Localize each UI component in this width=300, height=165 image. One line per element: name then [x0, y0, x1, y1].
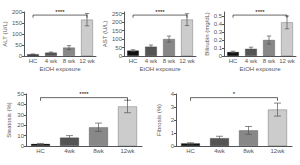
svg-text:HC: HC: [186, 148, 195, 154]
svg-text:0: 0: [21, 143, 25, 149]
svg-text:8 wk: 8 wk: [263, 58, 276, 64]
svg-text:40: 40: [17, 101, 24, 107]
svg-text:4 wk: 4 wk: [245, 58, 258, 64]
svg-text:150: 150: [12, 20, 23, 26]
svg-text:4wk: 4wk: [64, 148, 76, 154]
svg-text:EtOH exposure: EtOH exposure: [139, 66, 181, 72]
svg-text:0.5: 0.5: [214, 13, 223, 19]
svg-text:Steatosis (%): Steatosis (%): [6, 102, 12, 138]
svg-text:1: 1: [171, 130, 175, 136]
svg-text:0: 0: [219, 53, 223, 59]
svg-text:100: 100: [12, 31, 23, 37]
svg-text:EtOH exposure: EtOH exposure: [39, 66, 81, 72]
svg-text:****: ****: [155, 9, 165, 15]
svg-text:****: ****: [255, 9, 265, 15]
svg-text:ALT (U/L): ALT (U/L): [2, 21, 8, 46]
svg-text:12 wk: 12 wk: [79, 58, 96, 64]
svg-text:4: 4: [171, 91, 175, 97]
svg-text:50: 50: [115, 45, 122, 51]
svg-text:12wk: 12wk: [120, 148, 135, 154]
svg-text:200: 200: [112, 19, 123, 25]
svg-text:HC: HC: [229, 58, 238, 64]
svg-text:HC: HC: [36, 148, 45, 154]
svg-text:0: 0: [19, 53, 23, 59]
svg-text:12 wk: 12 wk: [179, 58, 196, 64]
svg-text:20: 20: [17, 122, 24, 128]
svg-text:*: *: [233, 91, 236, 97]
svg-text:4wk: 4wk: [214, 148, 226, 154]
svg-text:200: 200: [12, 9, 23, 15]
svg-text:Fibrosis (%): Fibrosis (%): [156, 104, 162, 136]
svg-text:0.1: 0.1: [214, 45, 223, 51]
svg-text:150: 150: [112, 28, 123, 34]
svg-text:HC: HC: [29, 58, 38, 64]
svg-text:4 wk: 4 wk: [45, 58, 58, 64]
svg-text:0: 0: [171, 143, 175, 149]
svg-text:100: 100: [112, 36, 123, 42]
svg-text:8wk: 8wk: [93, 148, 105, 154]
svg-text:50: 50: [17, 91, 24, 97]
svg-text:12wk: 12wk: [270, 148, 285, 154]
svg-text:8 wk: 8 wk: [63, 58, 76, 64]
svg-text:12 wk: 12 wk: [279, 58, 296, 64]
svg-text:****: ****: [79, 91, 89, 97]
svg-text:HC: HC: [129, 58, 138, 64]
svg-text:0.4: 0.4: [214, 21, 223, 27]
svg-text:Bilirubin (mg/dL): Bilirubin (mg/dL): [204, 12, 210, 56]
svg-text:8wk: 8wk: [243, 148, 255, 154]
svg-text:AST (U/L): AST (U/L): [102, 21, 108, 48]
svg-text:250: 250: [112, 11, 123, 17]
svg-text:0.2: 0.2: [214, 37, 223, 43]
svg-text:10: 10: [17, 133, 24, 139]
svg-text:3: 3: [171, 104, 175, 110]
svg-text:30: 30: [17, 112, 24, 118]
svg-text:0: 0: [119, 53, 123, 59]
svg-text:****: ****: [55, 9, 65, 15]
svg-text:50: 50: [15, 42, 22, 48]
svg-text:0.3: 0.3: [214, 29, 223, 35]
svg-text:4 wk: 4 wk: [145, 58, 158, 64]
svg-text:2: 2: [171, 117, 175, 123]
svg-text:8 wk: 8 wk: [163, 58, 176, 64]
svg-text:EtOH exposure: EtOH exposure: [239, 66, 281, 72]
